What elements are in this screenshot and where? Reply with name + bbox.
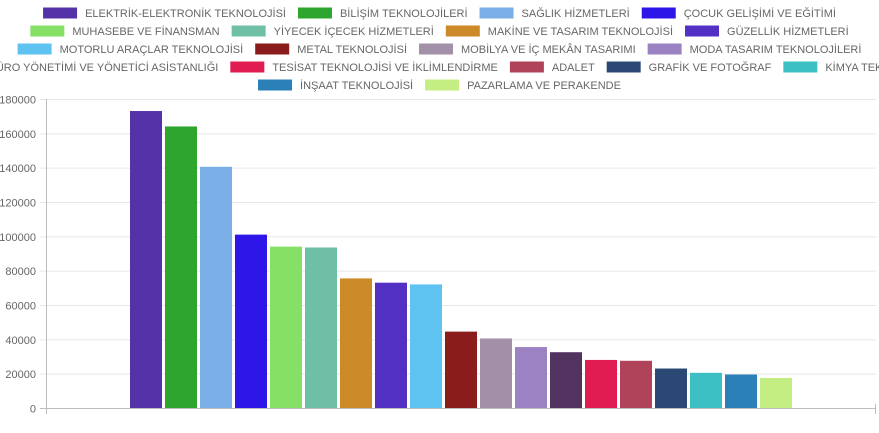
- bar[interactable]: [655, 368, 687, 408]
- y-tick-label: 160000: [0, 129, 36, 141]
- legend-swatch[interactable]: [255, 43, 290, 55]
- legend-swatch[interactable]: [641, 7, 676, 19]
- legend-label[interactable]: SAĞLIK HİZMETLERİ: [522, 7, 630, 20]
- legend-swatch[interactable]: [783, 61, 818, 73]
- bar[interactable]: [200, 166, 232, 408]
- legend-label[interactable]: METAL TEKNOLOJİSİ: [297, 43, 407, 56]
- chart-legend: ELEKTRİK-ELEKTRONİK TEKNOLOJİSİ BİLİŞİM T…: [0, 7, 879, 92]
- legend-swatch[interactable]: [509, 61, 544, 73]
- y-tick-label: 80000: [5, 266, 36, 278]
- legend-swatch[interactable]: [606, 61, 641, 73]
- legend-swatch[interactable]: [297, 7, 332, 19]
- legend-swatch[interactable]: [425, 79, 460, 91]
- bar[interactable]: [620, 360, 652, 408]
- y-tick-label: 140000: [0, 163, 36, 175]
- legend-swatch[interactable]: [258, 79, 293, 91]
- bar[interactable]: [235, 234, 267, 408]
- bar[interactable]: [305, 247, 337, 408]
- legend-label[interactable]: YİYECEK İÇECEK HİZMETLERİ: [274, 25, 434, 38]
- legend-swatch[interactable]: [479, 7, 514, 19]
- bar[interactable]: [165, 126, 197, 408]
- y-tick-label: 180000: [0, 95, 36, 107]
- legend-label[interactable]: MAKİNE VE TASARIM TEKNOLOJİSİ: [488, 25, 673, 38]
- y-tick-label: 60000: [5, 301, 36, 313]
- legend-swatch[interactable]: [685, 25, 720, 37]
- legend-label[interactable]: GRAFİK VE FOTOĞRAF: [649, 61, 772, 74]
- legend-label[interactable]: GÜZELLİK HİZMETLERİ: [727, 25, 849, 38]
- bar[interactable]: [760, 377, 792, 408]
- legend-swatch[interactable]: [419, 43, 454, 55]
- legend-label[interactable]: PAZARLAMA VE PERAKENDE: [467, 80, 621, 92]
- legend-swatch[interactable]: [30, 25, 65, 37]
- y-axis: 0 20000 40000 60000 80000 100000 120000 140000 1…: [0, 95, 876, 416]
- bar[interactable]: [375, 282, 407, 408]
- bar[interactable]: [515, 347, 547, 408]
- bar[interactable]: [550, 352, 582, 408]
- legend-label[interactable]: BİLİŞİM TEKNOLOJİLERİ: [340, 7, 468, 20]
- bar[interactable]: [690, 372, 722, 408]
- legend-label[interactable]: MOTORLU ARAÇLAR TEKNOLOJİSİ: [60, 43, 244, 56]
- bar[interactable]: [340, 278, 372, 408]
- bar[interactable]: [445, 331, 477, 408]
- y-tick-label: 120000: [0, 198, 36, 210]
- bar[interactable]: [585, 359, 617, 408]
- legend-label[interactable]: TESİSAT TEKNOLOJİSİ VE İKLİMLENDİRME: [272, 61, 498, 74]
- legend-label[interactable]: ADALET: [552, 62, 595, 74]
- legend-swatch[interactable]: [43, 7, 78, 19]
- bar[interactable]: [480, 338, 512, 408]
- bar[interactable]: [130, 111, 162, 409]
- legend-label[interactable]: İNŞAAT TEKNOLOJİSİ: [300, 79, 413, 92]
- legend-label[interactable]: ELEKTRİK-ELEKTRONİK TEKNOLOJİSİ: [85, 7, 286, 20]
- y-tick-label: 100000: [0, 232, 36, 244]
- legend-label[interactable]: MODA TASARIM TEKNOLOJİLERİ: [690, 43, 862, 56]
- legend-swatch[interactable]: [231, 25, 266, 37]
- y-tick-label: 20000: [5, 369, 36, 381]
- legend-swatch[interactable]: [445, 25, 480, 37]
- legend-label[interactable]: BÜRO YÖNETİMİ VE YÖNETİCİ ASİSTANLIĞI: [0, 61, 218, 74]
- legend-label[interactable]: KİMYA TEKNOLOJİSİ: [825, 61, 879, 74]
- bar[interactable]: [410, 284, 442, 408]
- legend-label[interactable]: MUHASEBE VE FİNANSMAN: [72, 25, 219, 38]
- legend-swatch[interactable]: [17, 43, 52, 55]
- legend-label[interactable]: ÇOCUK GELİŞİMİ VE EĞİTİMİ: [684, 7, 836, 20]
- y-tick-label: 0: [30, 404, 36, 416]
- y-tick-label: 40000: [5, 335, 36, 347]
- bar[interactable]: [725, 374, 757, 408]
- legend-label[interactable]: MOBİLYA VE İÇ MEKÂN TASARIMI: [461, 43, 636, 56]
- legend-swatch[interactable]: [230, 61, 265, 73]
- chart-bars: [130, 111, 792, 409]
- legend-swatch[interactable]: [647, 43, 682, 55]
- bar[interactable]: [270, 246, 302, 408]
